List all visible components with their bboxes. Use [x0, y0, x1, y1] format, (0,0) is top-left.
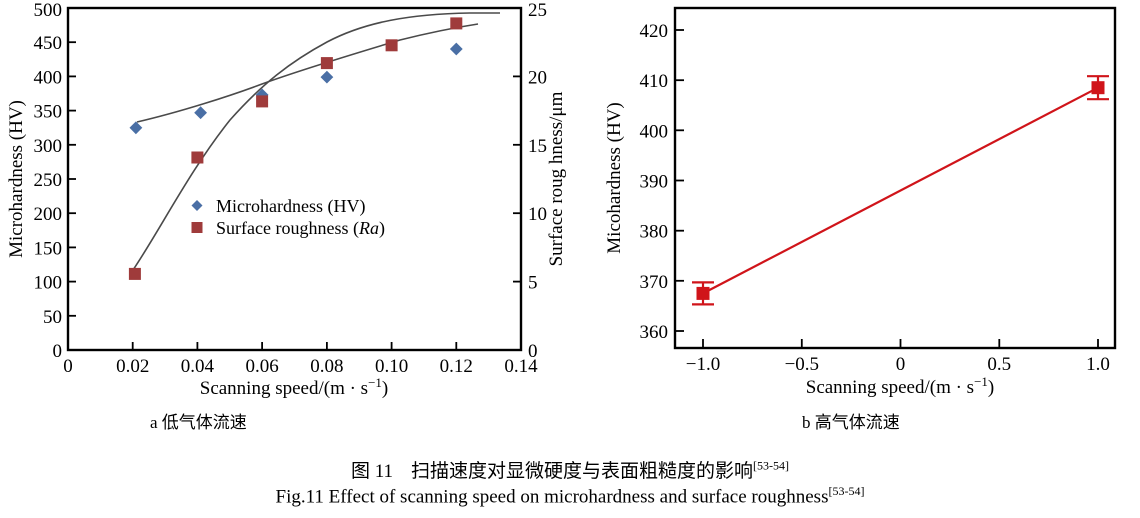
panel-a-left-yticks — [68, 41, 76, 351]
legend-label-microhardness: Microhardness (HV) — [216, 196, 365, 217]
chart-panel-b: 360 370 380 390 400 410 420 −1.0 −0.5 0 — [570, 0, 1140, 400]
ytick-label-b-4: 400 — [640, 121, 669, 142]
ytick-right-label-a-4: 20 — [528, 67, 547, 88]
caption-en-ref: [53-54] — [828, 484, 865, 498]
ytick-label-b-3: 390 — [640, 172, 669, 193]
xtick-label-a-5: 0.10 — [375, 356, 408, 377]
panel-b-yticks — [675, 29, 684, 332]
ytick-label-b-1: 370 — [640, 272, 669, 293]
ytick-label-a-9: 450 — [34, 33, 63, 54]
y-axis-title-b: Micohardness (HV) — [604, 102, 625, 253]
ytick-label-a-3: 150 — [34, 238, 63, 259]
x-axis-title-a: Scanning speed/(m · s−1) — [200, 375, 389, 399]
xtick-label-a-7: 0.14 — [504, 356, 538, 377]
xtick-label-b-2: 0 — [896, 354, 906, 375]
series-roughness-markers — [128, 17, 463, 280]
data-point-diamond — [129, 121, 143, 135]
xtick-label-b-0: −1.0 — [686, 354, 720, 375]
data-point-diamond — [320, 70, 334, 84]
legend-marker-roughness — [191, 222, 203, 233]
panel-a-right-yticklabels: 0 5 10 15 20 25 — [528, 0, 547, 362]
caption-cn-ref: [53-54] — [753, 458, 790, 473]
legend-label-roughness: Surface roughness (Ra) — [216, 218, 385, 239]
ytick-label-a-2: 100 — [34, 273, 63, 294]
ytick-label-a-4: 200 — [34, 204, 63, 225]
ytick-label-b-2: 380 — [640, 222, 669, 243]
ytick-label-a-5: 250 — [34, 170, 63, 191]
caption-cn-prefix: 图 11 — [350, 461, 394, 482]
data-point-square — [696, 286, 710, 300]
xtick-label-b-3: 0.5 — [987, 354, 1011, 375]
panel-b-xticks — [702, 339, 1099, 348]
ytick-right-label-a-3: 15 — [528, 136, 547, 157]
panel-a-svg: 0 50 100 150 200 250 300 350 400 450 500 — [6, 0, 567, 399]
series-microhardness-markers — [129, 42, 463, 135]
panel-a-axes — [66, 6, 523, 352]
data-point-square — [320, 57, 333, 70]
caption-cn-text: 扫描速度对显微硬度与表面粗糙度的影响 — [411, 461, 754, 482]
errorbar-right — [1087, 75, 1109, 101]
panel-a-xticks — [131, 342, 458, 350]
subcaption-b: b 高气体流速 — [802, 413, 900, 432]
panel-a-right-yticks — [513, 75, 521, 351]
data-point-square — [128, 267, 141, 280]
plot-frame-a — [66, 6, 523, 352]
ytick-label-a-0: 0 — [53, 341, 63, 362]
xtick-label-a-6: 0.12 — [440, 356, 473, 377]
chart-panel-a: 0 50 100 150 200 250 300 350 400 450 500 — [0, 0, 570, 400]
caption-en-text: Fig.11 Effect of scanning speed on micro… — [275, 486, 829, 508]
xtick-label-a-1: 0.02 — [116, 356, 149, 377]
xtick-label-a-0: 0 — [63, 356, 73, 377]
ytick-label-b-6: 420 — [640, 21, 669, 42]
fit-curve-microhardness — [136, 23, 479, 123]
errorbar-left — [692, 281, 714, 306]
data-point-square — [450, 17, 463, 30]
xtick-label-b-4: 1.0 — [1086, 354, 1110, 375]
caption-english: Fig.11 Effect of scanning speed on micro… — [0, 484, 1140, 508]
ytick-label-b-5: 410 — [640, 71, 669, 92]
xtick-label-a-2: 0.04 — [181, 356, 215, 377]
data-point-square — [191, 151, 204, 164]
data-point-square — [256, 95, 269, 108]
data-point-square — [385, 39, 398, 52]
y-axis-title-right-a: Surface roug hness/μm — [546, 91, 567, 266]
ytick-label-a-8: 400 — [34, 67, 63, 88]
subcaption-a: a 低气体流速 — [150, 413, 247, 432]
ytick-right-label-a-2: 10 — [528, 204, 547, 225]
ytick-right-label-a-1: 5 — [528, 273, 538, 294]
panel-a-left-yticklabels: 0 50 100 150 200 250 300 350 400 450 500 — [34, 0, 63, 362]
ytick-label-a-1: 50 — [43, 307, 62, 328]
data-point-diamond — [194, 106, 207, 120]
ytick-right-label-a-5: 25 — [528, 0, 547, 21]
panel-b-svg: 360 370 380 390 400 410 420 −1.0 −0.5 0 — [604, 6, 1117, 398]
ytick-label-a-7: 350 — [34, 102, 63, 123]
caption-chinese: 图 11 扫描速度对显微硬度与表面粗糙度的影响[53-54] — [0, 456, 1140, 483]
xtick-label-b-1: −0.5 — [785, 354, 819, 375]
panel-b-yticklabels: 360 370 380 390 400 410 420 — [640, 21, 669, 343]
data-point-diamond — [449, 42, 463, 56]
ytick-right-label-a-0: 0 — [528, 341, 538, 362]
panel-b-xticklabels: −1.0 −0.5 0 0.5 1.0 — [686, 354, 1110, 375]
ytick-label-b-0: 360 — [640, 322, 669, 343]
ytick-label-a-6: 300 — [34, 136, 63, 157]
xtick-label-a-4: 0.08 — [310, 356, 343, 377]
ytick-label-a-10: 500 — [34, 0, 63, 21]
panel-a-xticklabels: 0 0.02 0.04 0.06 0.08 0.10 0.12 0.14 — [63, 356, 538, 377]
x-axis-title-b: Scanning speed/(m · s−1) — [806, 374, 995, 398]
legend-marker-microhardness — [191, 200, 203, 211]
legend-a: Microhardness (HV) Surface roughness (Ra… — [191, 196, 385, 239]
series-line-b — [702, 86, 1099, 295]
xtick-label-a-3: 0.06 — [245, 356, 278, 377]
y-axis-title-a: Microhardness (HV) — [6, 100, 27, 258]
data-point-square — [1091, 81, 1105, 95]
fit-curve-roughness — [132, 12, 500, 271]
plot-frame-b — [673, 6, 1117, 350]
